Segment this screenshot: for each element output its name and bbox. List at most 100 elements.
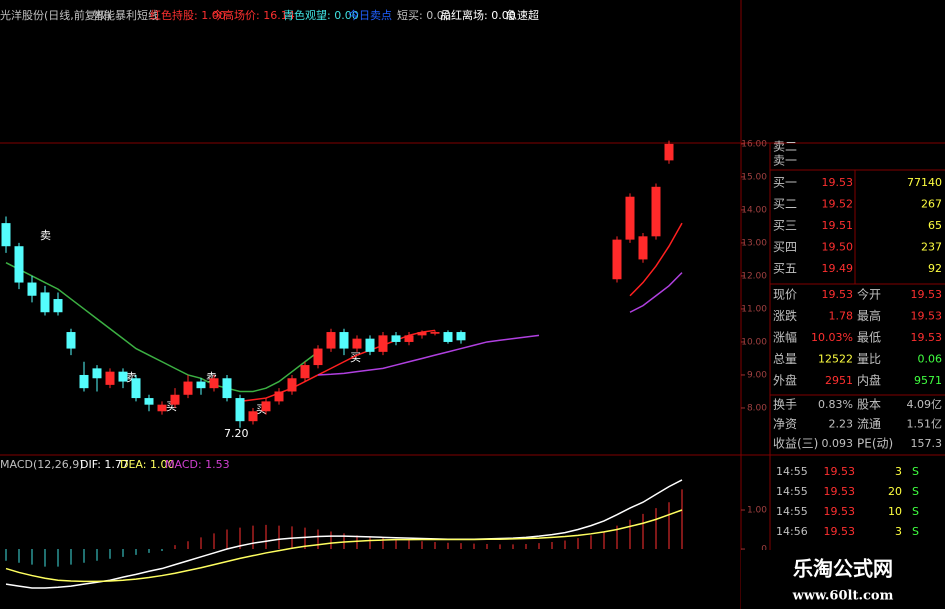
quote-value: 10.03%	[811, 331, 853, 344]
y-tick-label: 14.00	[741, 205, 767, 215]
quote-label: 买四	[773, 240, 797, 254]
trade-price: 19.53	[824, 505, 856, 518]
quote-value: 0.093	[822, 437, 854, 450]
quote-value: 19.53	[911, 288, 943, 301]
indicator-name: 智能暴利短线	[93, 8, 159, 22]
macd-label: DIF: 1.77	[80, 458, 129, 471]
quote-label: 量比	[857, 352, 881, 366]
y-tick-label: 0	[761, 545, 767, 555]
quote-label: 净资	[773, 417, 797, 431]
quote-label: 股本	[857, 398, 881, 412]
quote-value: 12522	[818, 353, 853, 366]
y-tick-label: 16.00	[741, 139, 767, 149]
indicator-item: 短买: 0.00	[397, 8, 451, 22]
quote-label: 现价	[773, 288, 797, 302]
bid-volume: 65	[928, 219, 942, 232]
trade-time: 14:55	[776, 505, 808, 518]
candle-body	[92, 368, 102, 379]
y-tick-label: 10.00	[741, 337, 767, 347]
candle-body	[417, 332, 427, 336]
watermark-bg	[741, 550, 945, 609]
candle-body	[1, 223, 11, 247]
candle-body	[118, 371, 128, 382]
candle-body	[300, 365, 310, 379]
quote-value: 2951	[825, 374, 853, 387]
trade-side: S	[912, 485, 919, 498]
candle-body	[313, 348, 323, 366]
trade-time: 14:56	[776, 525, 808, 538]
candle-body	[339, 332, 349, 349]
candle-body	[40, 292, 50, 313]
quote-value: 4.09亿	[907, 398, 943, 411]
candle-body	[157, 404, 167, 412]
trade-price: 19.53	[824, 525, 856, 538]
quote-label: 总量	[773, 352, 797, 366]
quote-label: 最高	[857, 308, 881, 323]
indicator-item: 今日卖点	[348, 8, 392, 22]
candle-body	[625, 196, 635, 240]
quote-label: 涨幅	[773, 330, 797, 345]
candle-body	[209, 378, 219, 389]
candle-body	[66, 332, 76, 349]
bid-price: 19.51	[822, 219, 854, 232]
candle-body	[404, 335, 414, 342]
quote-value: 157.3	[911, 437, 943, 450]
quote-label: 收益(三)	[773, 437, 818, 451]
indicator-item: 红色持股: 1.00	[150, 8, 226, 22]
macd-label: MACD: 1.53	[165, 458, 230, 471]
candle-body	[79, 374, 89, 389]
trade-volume: 10	[888, 505, 902, 518]
quote-label: 买一	[773, 176, 797, 190]
moving-average	[239, 222, 683, 403]
indicator-item: 今高场价: 16.14	[212, 8, 295, 22]
y-tick-label: 13.00	[741, 238, 767, 248]
signal: 7.20	[224, 427, 249, 440]
quote-value: 19.53	[911, 310, 943, 323]
candle-body	[326, 332, 336, 349]
y-tick-label: 9.00	[747, 370, 767, 380]
dea-line	[5, 509, 683, 583]
macd-label: DEA: 1.00	[120, 458, 174, 471]
candle-body	[105, 371, 115, 385]
signal: 买	[350, 351, 361, 364]
signal: 卖	[40, 229, 51, 242]
trade-time: 14:55	[776, 485, 808, 498]
quote-label: 内盘	[857, 373, 881, 388]
candle-body	[183, 381, 193, 395]
bid-price: 19.53	[822, 176, 854, 189]
trade-time: 14:55	[776, 465, 808, 478]
watermark-url: www.60lt.com	[792, 589, 894, 604]
quote-label: 卖一	[773, 154, 797, 168]
candle-body	[612, 239, 622, 280]
candle-body	[131, 378, 141, 399]
quote-label: 最低	[857, 331, 881, 345]
candle-body	[222, 378, 232, 399]
quote-label: 卖二	[773, 140, 797, 154]
quote-label: 买二	[773, 197, 797, 211]
dif-line	[5, 479, 683, 589]
macd-title: MACD(12,26,9)	[0, 458, 84, 471]
quote-value: 0.83%	[818, 398, 853, 411]
trade-volume: 3	[895, 465, 902, 478]
quote-label: 外盘	[773, 373, 797, 388]
bid-price: 19.49	[822, 262, 854, 275]
y-tick-label: 15.00	[741, 172, 767, 182]
candle-body	[391, 335, 401, 342]
candle-body	[196, 381, 206, 389]
candle-body	[144, 398, 154, 405]
signal: 卖	[206, 371, 217, 384]
indicator-item: 青色观望: 0.00	[283, 8, 359, 22]
y-tick-label: 8.00	[747, 403, 767, 413]
indicator-item: 品红离场: 0.00	[440, 8, 516, 22]
stock-name: 光洋股份(日线,前复权)	[0, 8, 111, 22]
quote-label: 买五	[773, 262, 797, 276]
quote-value: 19.53	[911, 331, 943, 344]
candle-body	[170, 394, 180, 405]
trade-side: S	[912, 525, 919, 538]
quote-label: 换手	[773, 398, 797, 412]
quote-label: 买三	[773, 219, 797, 233]
candle-body	[14, 246, 24, 283]
bid-volume: 237	[921, 241, 942, 254]
candle-body	[248, 411, 258, 422]
